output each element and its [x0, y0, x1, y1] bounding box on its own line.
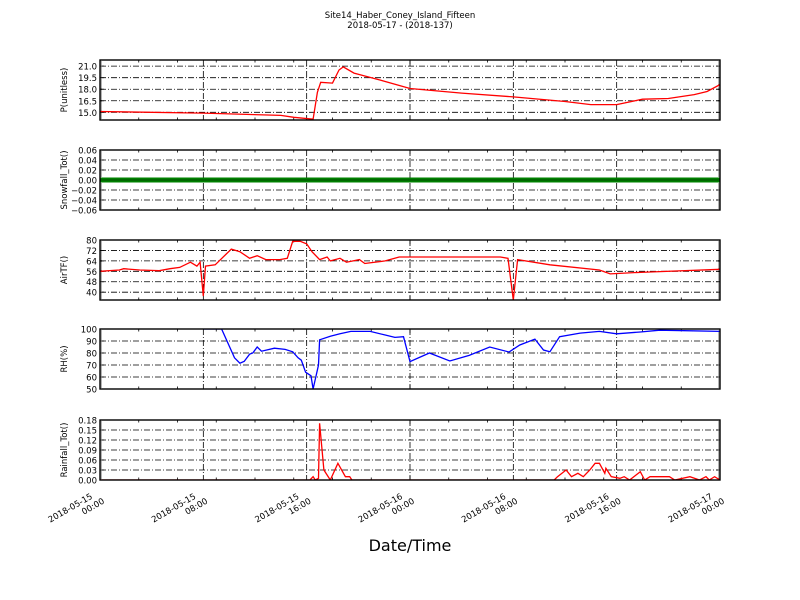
y-tick-label: 19.5 [78, 74, 97, 84]
y-tick-label: 0.12 [78, 437, 97, 447]
y-tick-label: −0.04 [71, 197, 97, 207]
chart-title: Site14_Haber_Coney_Island_Fifteen [324, 11, 476, 21]
axes-frame [99, 239, 721, 301]
y-tick-label: 48 [86, 278, 97, 288]
axes-frame [99, 328, 721, 390]
y-tick-label: 40 [86, 289, 97, 299]
x-tick-label: 2018-05-1608:00 [460, 488, 520, 534]
y-tick-label: 80 [86, 237, 97, 247]
y-tick-label: 50 [86, 386, 97, 396]
y-axis-label: Snowfall_Tot() [60, 150, 70, 209]
y-tick-label: 0.09 [78, 447, 97, 457]
y-axis-label: P(unitless) [60, 68, 70, 113]
axes-frame [99, 149, 721, 211]
y-tick-label: 56 [86, 268, 97, 278]
y-tick-label: 64 [86, 257, 97, 267]
data-series-line [203, 329, 720, 389]
y-tick-label: 16.5 [78, 97, 97, 107]
y-tick-label: 0.18 [78, 417, 97, 427]
y-axis-label: RH(%) [60, 345, 70, 372]
y-tick-label: 90 [86, 338, 97, 348]
y-tick-label: 0.00 [78, 477, 97, 487]
x-tick-label: 2018-05-1508:00 [150, 488, 210, 534]
y-tick-label: 100 [81, 326, 97, 336]
y-tick-label: 80 [86, 350, 97, 360]
y-tick-label: −0.06 [71, 207, 97, 217]
axes-frame [99, 419, 721, 481]
subplot-1: 15.0 16.518.0 19.521.0 P(unitless) [60, 59, 721, 121]
y-tick-label: 70 [86, 362, 97, 372]
data-series-line [100, 66, 720, 120]
y-tick-label: 21.0 [78, 63, 97, 73]
y-axis-label: AirTF() [60, 256, 70, 284]
y-axis-label: Rainfall_Tot() [60, 423, 70, 478]
y-tick-label: 0.04 [78, 157, 97, 167]
y-tick-label: 0.15 [78, 427, 97, 437]
chart-subtitle: 2018-05-17 - (2018-137) [347, 21, 453, 31]
axes-frame [99, 59, 721, 121]
data-series-line [100, 240, 720, 300]
y-tick-label: −0.02 [71, 187, 97, 197]
x-tick-label: 2018-05-1500:00 [47, 488, 107, 534]
y-tick-label: 0.03 [78, 467, 97, 477]
y-tick-label: 60 [86, 374, 97, 384]
x-tick-label: 2018-05-1600:00 [357, 488, 417, 534]
subplot-2: 0.060.040.020.00−0.02−0.04−0.06Snowfall_… [60, 147, 721, 217]
y-tick-label: 18.0 [78, 86, 97, 96]
x-axis-label: Date/Time [369, 536, 452, 555]
x-tick-label: 2018-05-1616:00 [563, 488, 623, 534]
y-tick-label: 72 [86, 247, 97, 257]
x-tick-label: 2018-05-1516:00 [253, 488, 313, 534]
y-tick-label: 0.06 [78, 457, 97, 467]
x-tick-label: 2018-05-1700:00 [667, 488, 727, 534]
y-tick-label: 0.02 [78, 167, 97, 177]
y-tick-label: 15.0 [78, 109, 97, 119]
subplot-4: 50 60 70 80 90 100 RH(%) [60, 326, 721, 396]
y-tick-label: 0.00 [78, 177, 97, 187]
subplot-5: 0.000.030.060.090.120.150.18 Rainfall_Tot… [60, 417, 721, 487]
y-tick-label: 0.06 [78, 147, 97, 157]
